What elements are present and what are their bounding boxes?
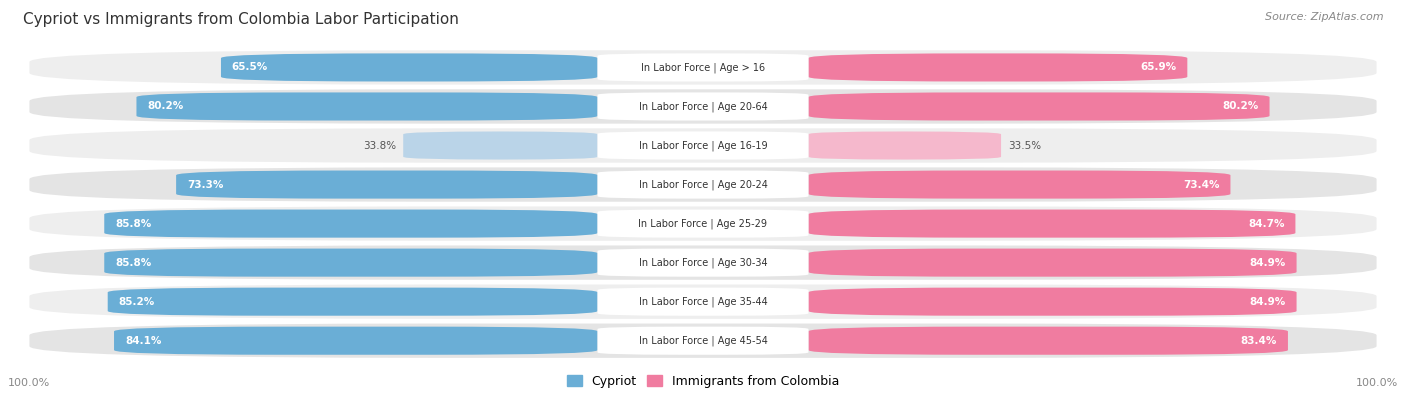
FancyBboxPatch shape xyxy=(808,209,1295,238)
FancyBboxPatch shape xyxy=(808,92,1270,120)
Text: Source: ZipAtlas.com: Source: ZipAtlas.com xyxy=(1265,12,1384,22)
FancyBboxPatch shape xyxy=(404,132,598,160)
FancyBboxPatch shape xyxy=(808,171,1230,199)
Text: 33.5%: 33.5% xyxy=(1008,141,1040,150)
FancyBboxPatch shape xyxy=(30,89,1376,124)
Text: In Labor Force | Age 20-64: In Labor Force | Age 20-64 xyxy=(638,101,768,112)
FancyBboxPatch shape xyxy=(598,248,808,276)
Text: 65.5%: 65.5% xyxy=(232,62,269,72)
Text: In Labor Force | Age 35-44: In Labor Force | Age 35-44 xyxy=(638,296,768,307)
FancyBboxPatch shape xyxy=(598,288,808,316)
FancyBboxPatch shape xyxy=(808,53,1187,81)
FancyBboxPatch shape xyxy=(598,132,808,160)
FancyBboxPatch shape xyxy=(30,207,1376,241)
Text: 84.7%: 84.7% xyxy=(1249,218,1285,229)
Text: Cypriot vs Immigrants from Colombia Labor Participation: Cypriot vs Immigrants from Colombia Labo… xyxy=(22,12,458,27)
Text: In Labor Force | Age 30-34: In Labor Force | Age 30-34 xyxy=(638,258,768,268)
Text: 84.1%: 84.1% xyxy=(125,336,162,346)
Text: 85.2%: 85.2% xyxy=(118,297,155,307)
FancyBboxPatch shape xyxy=(598,209,808,238)
FancyBboxPatch shape xyxy=(104,209,598,238)
Text: 83.4%: 83.4% xyxy=(1240,336,1277,346)
Text: 84.9%: 84.9% xyxy=(1250,297,1285,307)
FancyBboxPatch shape xyxy=(221,53,598,81)
Text: In Labor Force | Age 25-29: In Labor Force | Age 25-29 xyxy=(638,218,768,229)
FancyBboxPatch shape xyxy=(30,284,1376,319)
FancyBboxPatch shape xyxy=(808,248,1296,276)
FancyBboxPatch shape xyxy=(808,132,1001,160)
FancyBboxPatch shape xyxy=(30,245,1376,280)
Text: In Labor Force | Age 16-19: In Labor Force | Age 16-19 xyxy=(638,140,768,151)
Text: In Labor Force | Age 45-54: In Labor Force | Age 45-54 xyxy=(638,335,768,346)
Text: 73.4%: 73.4% xyxy=(1182,180,1219,190)
FancyBboxPatch shape xyxy=(598,171,808,199)
FancyBboxPatch shape xyxy=(176,171,598,199)
FancyBboxPatch shape xyxy=(598,53,808,81)
FancyBboxPatch shape xyxy=(598,327,808,355)
Text: 80.2%: 80.2% xyxy=(148,102,184,111)
Text: 33.8%: 33.8% xyxy=(363,141,396,150)
Text: 84.9%: 84.9% xyxy=(1250,258,1285,268)
FancyBboxPatch shape xyxy=(108,288,598,316)
FancyBboxPatch shape xyxy=(30,128,1376,163)
Text: 85.8%: 85.8% xyxy=(115,258,152,268)
FancyBboxPatch shape xyxy=(808,327,1288,355)
Text: 85.8%: 85.8% xyxy=(115,218,152,229)
FancyBboxPatch shape xyxy=(598,92,808,120)
FancyBboxPatch shape xyxy=(30,167,1376,202)
FancyBboxPatch shape xyxy=(808,288,1296,316)
Text: 80.2%: 80.2% xyxy=(1222,102,1258,111)
Text: 65.9%: 65.9% xyxy=(1140,62,1177,72)
Legend: Cypriot, Immigrants from Colombia: Cypriot, Immigrants from Colombia xyxy=(562,370,844,393)
FancyBboxPatch shape xyxy=(30,324,1376,358)
FancyBboxPatch shape xyxy=(30,50,1376,85)
Text: In Labor Force | Age > 16: In Labor Force | Age > 16 xyxy=(641,62,765,73)
Text: 73.3%: 73.3% xyxy=(187,180,224,190)
FancyBboxPatch shape xyxy=(136,92,598,120)
Text: In Labor Force | Age 20-24: In Labor Force | Age 20-24 xyxy=(638,179,768,190)
FancyBboxPatch shape xyxy=(114,327,598,355)
FancyBboxPatch shape xyxy=(104,248,598,276)
